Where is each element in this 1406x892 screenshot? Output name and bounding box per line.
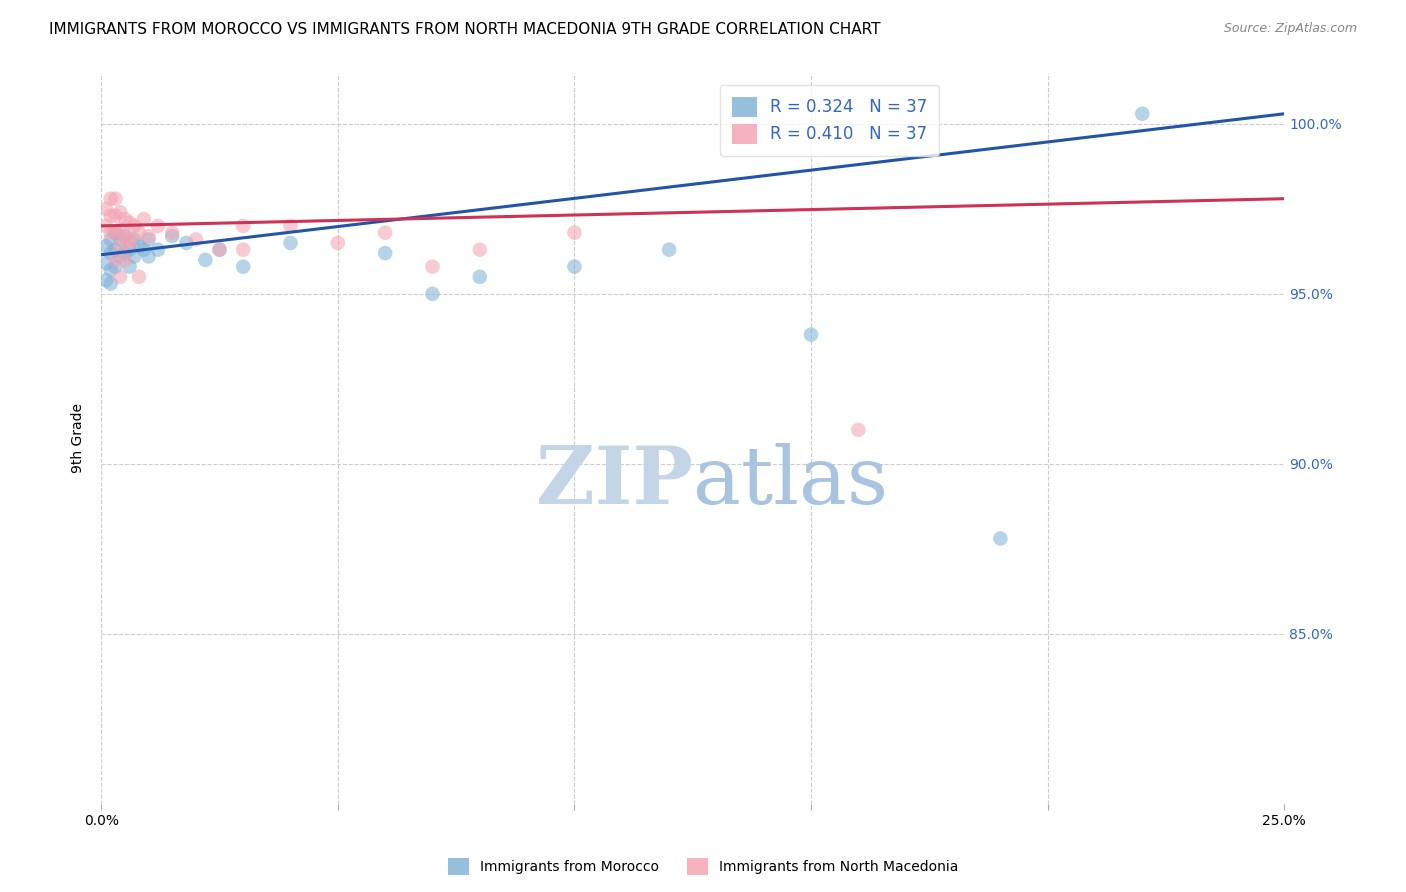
Point [94,219,117,233]
Point [280,219,302,233]
Text: ZIP: ZIP [536,443,693,521]
Point [146,219,169,233]
Point [100,192,122,206]
Point [208,243,231,257]
Point [208,243,231,257]
Point [468,269,491,284]
Point [422,286,444,301]
Point [124,250,146,264]
Point [176,235,198,250]
Point [194,252,217,267]
Point [132,212,155,227]
Point [232,260,254,274]
Point [128,269,150,284]
Point [232,243,254,257]
Point [114,252,136,267]
Point [94,202,117,216]
Text: Source: ZipAtlas.com: Source: ZipAtlas.com [1223,22,1357,36]
Point [848,423,870,437]
Point [94,256,117,270]
Point [104,252,127,267]
Point [146,243,169,257]
Point [988,532,1011,546]
Point [138,232,160,246]
Point [94,273,117,287]
Point [100,263,122,277]
Point [138,250,160,264]
Point [108,222,131,236]
Point [326,235,349,250]
Point [108,269,131,284]
Point [160,226,183,240]
Text: atlas: atlas [693,443,887,521]
Point [108,232,131,246]
Point [94,239,117,253]
Legend: Immigrants from Morocco, Immigrants from North Macedonia: Immigrants from Morocco, Immigrants from… [443,853,963,880]
Point [114,229,136,244]
Point [100,277,122,291]
Point [422,260,444,274]
Point [468,243,491,257]
Point [104,192,127,206]
Point [104,260,127,274]
Point [800,327,823,342]
Point [118,235,141,250]
Point [114,229,136,244]
Text: IMMIGRANTS FROM MOROCCO VS IMMIGRANTS FROM NORTH MACEDONIA 9TH GRADE CORRELATION: IMMIGRANTS FROM MOROCCO VS IMMIGRANTS FR… [49,22,880,37]
Point [114,212,136,227]
Point [108,250,131,264]
Point [658,243,681,257]
Point [118,243,141,257]
Y-axis label: 9th Grade: 9th Grade [72,403,86,474]
Point [108,205,131,219]
Point [100,232,122,246]
Point [564,260,586,274]
Point [124,219,146,233]
Point [1130,107,1153,121]
Point [280,235,302,250]
Point [104,226,127,240]
Point [128,226,150,240]
Point [132,243,155,257]
Point [104,243,127,257]
Point [374,226,396,240]
Point [118,232,141,246]
Point [100,246,122,260]
Point [108,239,131,253]
Point [118,215,141,229]
Point [160,229,183,244]
Point [118,260,141,274]
Point [104,209,127,223]
Point [100,226,122,240]
Point [114,246,136,260]
Point [232,219,254,233]
Point [124,232,146,246]
Point [184,232,207,246]
Point [128,239,150,253]
Point [100,209,122,223]
Point [138,229,160,244]
Point [564,226,586,240]
Point [374,246,396,260]
Point [104,226,127,240]
Legend: R = 0.324   N = 37, R = 0.410   N = 37: R = 0.324 N = 37, R = 0.410 N = 37 [720,85,939,155]
